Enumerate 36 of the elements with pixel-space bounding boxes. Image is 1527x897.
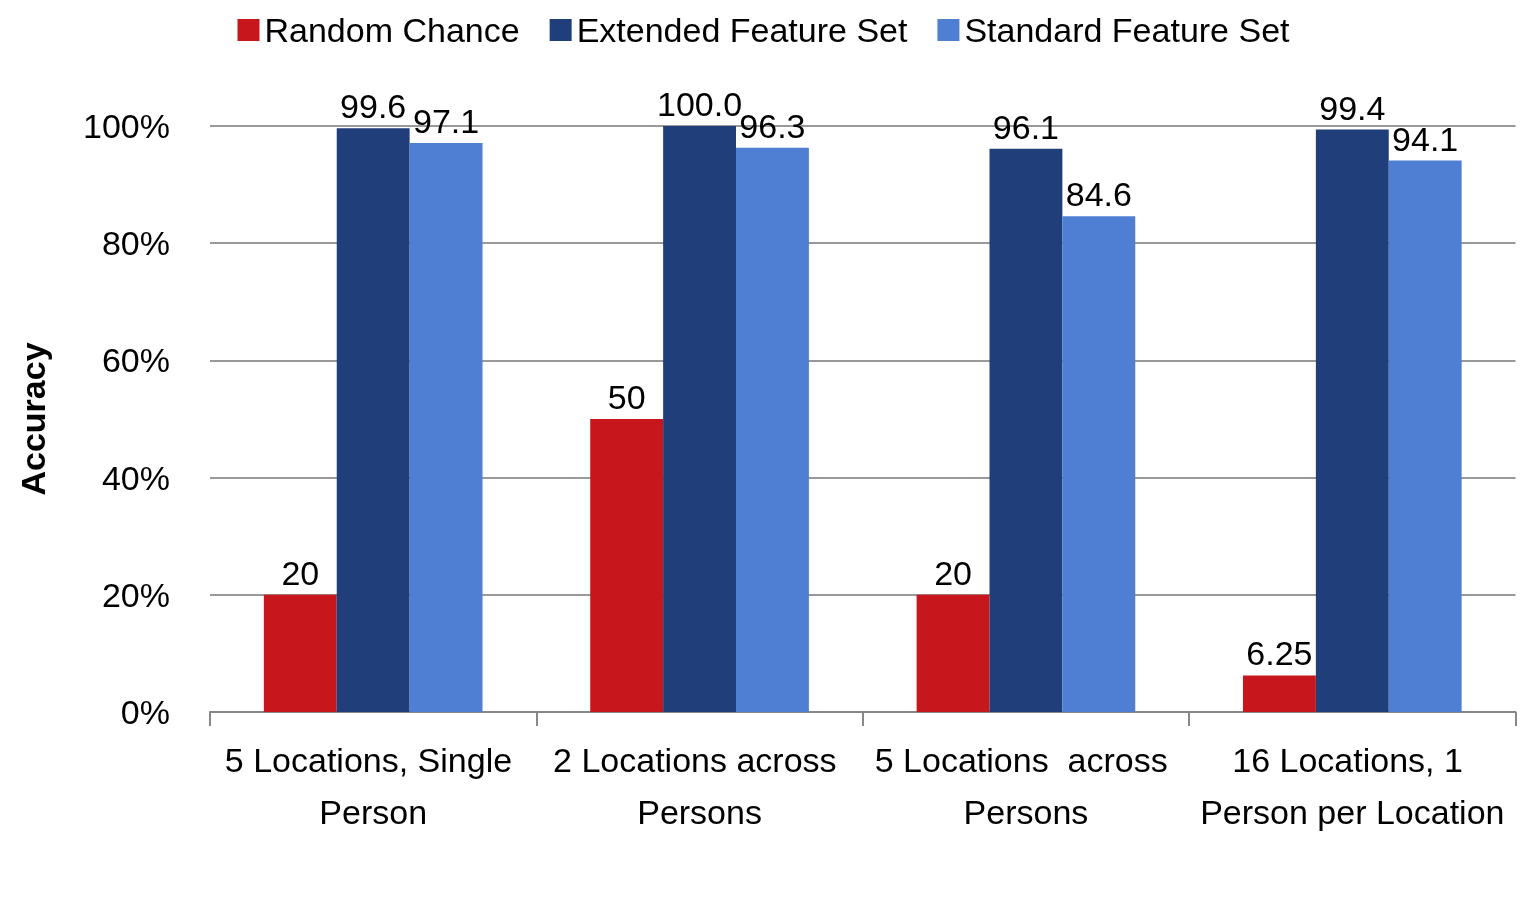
data-label: 6.25 [1246, 634, 1313, 673]
data-label: 20 [281, 553, 320, 592]
y-tick-label: 20% [101, 575, 170, 614]
bar [409, 142, 483, 712]
legend-label: Random Chance [264, 11, 520, 49]
bar [916, 594, 990, 712]
data-label: 84.6 [1065, 175, 1132, 214]
x-tick-label: 5 Locations, Single Person [224, 741, 522, 831]
y-tick-label: 0% [120, 693, 170, 731]
y-tick-label: 40% [101, 458, 170, 497]
bar [590, 419, 664, 712]
bar [736, 147, 809, 712]
bar [1242, 675, 1316, 712]
bar [1062, 216, 1136, 712]
data-label: 99.4 [1319, 88, 1386, 127]
legend-label: Standard Feature Set [964, 11, 1291, 49]
data-label: 96.1 [992, 107, 1060, 146]
y-tick-label: 60% [101, 341, 170, 380]
data-label: 94.1 [1392, 119, 1459, 158]
bar [663, 126, 737, 712]
data-label: 50 [607, 378, 646, 416]
data-label: 99.6 [340, 87, 407, 126]
bar [1315, 129, 1389, 712]
x-tick-label: 2 Locations across Persons [553, 741, 847, 831]
data-label: 97.1 [412, 101, 480, 140]
bar [989, 148, 1063, 712]
y-tick-label: 100% [83, 107, 170, 145]
bar [263, 594, 337, 712]
y-axis-title: Accuracy [14, 342, 52, 496]
legend-label: Extended Feature Set [576, 11, 908, 49]
x-tick-label: 16 Locations, 1 Person per Location [1200, 741, 1505, 831]
data-label: 20 [934, 553, 972, 592]
y-tick-label: 80% [101, 224, 170, 263]
x-tick-label: 5 Locations across Persons [874, 741, 1178, 831]
bar [1388, 160, 1462, 712]
bar [336, 128, 410, 712]
